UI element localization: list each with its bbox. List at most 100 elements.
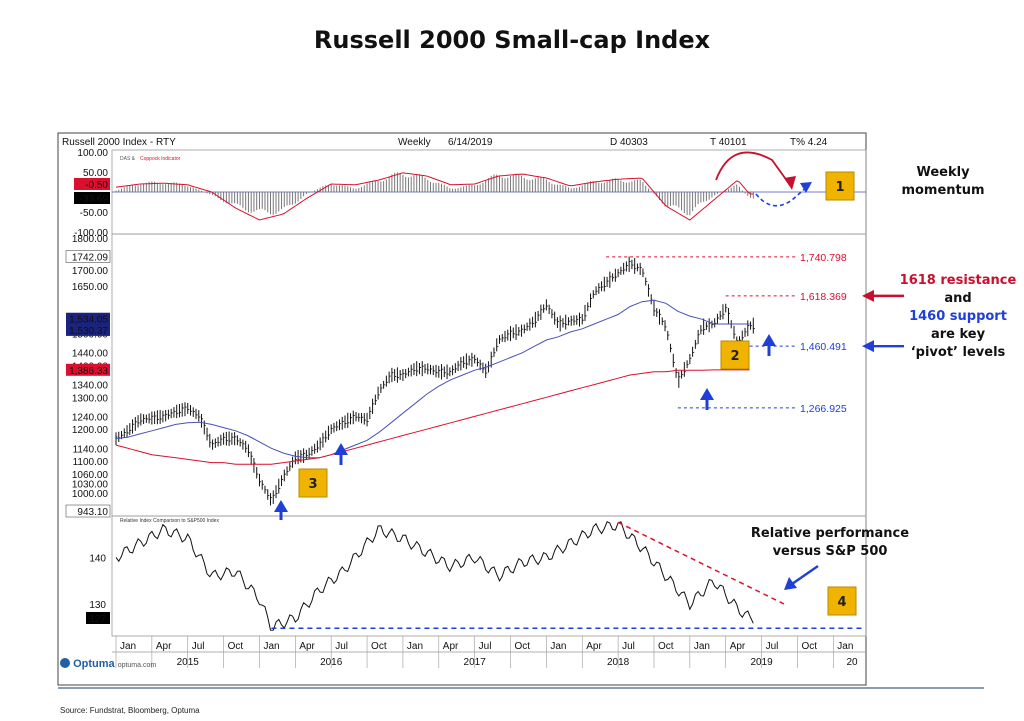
pivot-level-label: 1,618.369	[800, 291, 847, 303]
x-axis-month-label: Oct	[515, 641, 531, 652]
x-axis-year-label: 2019	[750, 657, 773, 668]
price-value-tag	[66, 312, 110, 325]
price-tick-label: 1650.00	[72, 282, 109, 293]
badge	[825, 171, 855, 201]
up-arrow-head	[274, 500, 288, 512]
x-axis-year-label: 20	[846, 657, 858, 668]
x-axis-year-label: 2018	[607, 657, 630, 668]
relative-layer: Relative Index Comparison to S&P500 Inde…	[86, 518, 862, 631]
badge-label: 4	[837, 595, 846, 610]
momentum-tick-label: -50.00	[80, 208, 109, 219]
x-axis-month-label: Jan	[407, 641, 423, 652]
price-value-tag	[65, 504, 111, 518]
relative-tick-label: 130	[89, 600, 106, 611]
logo-icon	[60, 658, 70, 668]
resistance-arrow-head	[862, 289, 874, 302]
badge-label: 3	[308, 477, 317, 492]
price-value-tag-label: 1,530.37	[69, 326, 108, 337]
note-levels-line: are key	[930, 327, 986, 342]
header-period: Weekly	[398, 137, 431, 148]
price-value-tag-label: 1,534.05	[69, 315, 108, 326]
note-relative-line: Relative performance	[750, 526, 910, 541]
price-tick-label: 1340.00	[72, 381, 109, 392]
relative-arrow	[791, 565, 819, 585]
note-levels: 1618 resistance and 1460 support are key…	[892, 272, 1024, 362]
x-axis-year-label: 2017	[464, 657, 487, 668]
chart-frame	[57, 132, 867, 686]
x-axis-month-label: Apr	[730, 641, 746, 652]
momentum-tick-label: 100.00	[77, 148, 108, 159]
badge	[298, 468, 328, 498]
price-tick-label: 1300.00	[72, 393, 109, 404]
badge	[720, 340, 750, 370]
momentum-value-tag	[74, 178, 110, 190]
up-arrow-head	[334, 443, 348, 455]
badge-label: 1	[835, 180, 844, 195]
x-axis-month-label: Oct	[658, 641, 674, 652]
price-value-tag-label: 1742.09	[72, 252, 109, 263]
note-weekly-line: Weekly	[916, 165, 970, 180]
price-tick-label: 1060.00	[72, 470, 109, 481]
header-date: 6/14/2019	[448, 137, 493, 148]
header-t: T 40101	[710, 137, 747, 148]
x-axis-month-label: Jan	[263, 641, 279, 652]
relative-panel	[111, 515, 867, 637]
note-levels-line: ‘pivot’ levels	[910, 345, 1006, 360]
header-d: D 40303	[610, 137, 648, 148]
price-tick-label: 1800.00	[72, 234, 109, 245]
x-axis-month-label: Apr	[299, 641, 315, 652]
x-axis-month-label: Apr	[443, 641, 459, 652]
momentum-legend-coppock: Coppock Indicator	[140, 156, 181, 162]
price-tick-label: 1100.00	[73, 457, 109, 468]
price-value-tag	[66, 363, 110, 376]
sma-40w-line	[115, 299, 750, 459]
price-tick-label: 1700.00	[72, 266, 109, 277]
x-axis-month-label: Apr	[156, 641, 172, 652]
price-value-tag-label: 943.10	[77, 507, 108, 518]
price-value-tag	[65, 250, 111, 263]
note-relative-line: versus S&P 500	[772, 544, 888, 559]
relative-tick-label: 140	[89, 553, 106, 564]
note-levels-line: 1460 support	[909, 309, 1007, 324]
x-axis-month-label: Jul	[479, 641, 492, 652]
pivot-level-label: 1,266.925	[800, 403, 847, 415]
pivot-level-label: 1,740.798	[800, 252, 847, 264]
x-axis-year-label: 2015	[177, 657, 200, 668]
price-tick-label: 1000.00	[72, 489, 109, 500]
x-axis-month-label: Jan	[837, 641, 853, 652]
relative-value-tag	[86, 612, 110, 624]
x-axis-month-label: Jul	[335, 641, 348, 652]
relative-line	[115, 521, 754, 631]
x-axis-month-label: Jan	[120, 641, 136, 652]
x-axis-month-label: Oct	[371, 641, 387, 652]
red-curve-arrow-head	[784, 176, 796, 190]
momentum-value-tag-label: -33.69	[80, 194, 109, 205]
x-axis-month-label: Apr	[586, 641, 602, 652]
x-axis-month-label: Jul	[766, 641, 779, 652]
price-tick-label: 1200.00	[72, 425, 109, 436]
blue-dashed-arrow	[755, 185, 809, 207]
blue-dashed-arrow-head	[800, 182, 812, 193]
price-layer: 1800.001700.001650.001550.001500.001440.…	[65, 234, 847, 519]
logo-site: optuma.com	[117, 662, 157, 669]
price-tick-label: 1440.00	[72, 349, 109, 360]
price-value-tag-label: 1,386.33	[69, 366, 108, 377]
price-value-tag	[66, 323, 110, 336]
note-relative: Relative performance versus S&P 500	[744, 525, 916, 561]
momentum-value-tag-label: -0.50	[85, 180, 108, 191]
logo: Optuma optuma.com	[60, 658, 156, 670]
x-axis-month-label: Jan	[694, 641, 710, 652]
logo-name: Optuma	[73, 658, 115, 670]
relative-arrow-head	[784, 577, 797, 590]
price-tick-label: 1140.00	[73, 444, 109, 455]
header-title: Russell 2000 Index - RTY	[62, 137, 176, 148]
source-note: Source: Fundstrat, Bloomberg, Optuma	[60, 706, 200, 715]
sma-200w-line	[115, 369, 750, 465]
x-axis-month-label: Jan	[550, 641, 566, 652]
x-axis: Jan Apr Jul Oct Jan Apr Jul Oct Jan Apr Jul Oct Jan A…	[112, 636, 866, 668]
relative-value-tag-label: 127	[89, 614, 106, 625]
up-arrow-head	[700, 388, 714, 400]
x-axis-month-label: Oct	[801, 641, 817, 652]
support-arrow-head	[862, 340, 874, 353]
x-axis-month-label: Oct	[228, 641, 244, 652]
